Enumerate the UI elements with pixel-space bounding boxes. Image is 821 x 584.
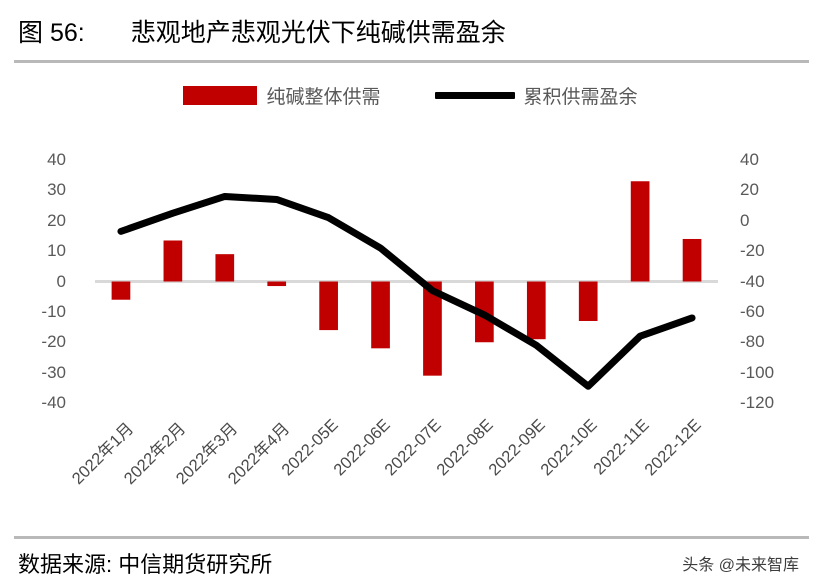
left-axis-tick--30: -30	[41, 362, 66, 382]
left-axis-tick-30: 30	[47, 180, 66, 200]
left-axis-tick--40: -40	[41, 393, 66, 412]
left-axis-tick-0: 0	[56, 271, 66, 291]
page-title: 悲观地产悲观光伏下纯碱供需盈余	[130, 19, 506, 47]
plot-area: 40 30 20 10 0 -10 -20 -30 -40 40 20 0 -20 -40 -60 -80 -…	[0, 130, 821, 430]
right-axis-tick-0: 0	[740, 210, 750, 230]
legend-bar-swatch-icon	[183, 86, 258, 105]
left-axis-tick--10: -10	[41, 301, 66, 321]
right-axis-tick-40: 40	[740, 150, 759, 169]
bar-7	[423, 281, 442, 376]
legend-item-line: 累积供需盈余	[434, 82, 638, 109]
footer-divider	[14, 536, 809, 539]
bar-10	[578, 281, 598, 321]
right-axis-tick--60: -60	[740, 301, 765, 321]
bar-12	[682, 238, 702, 282]
bar-11	[630, 181, 650, 282]
right-axis-tick--80: -80	[740, 332, 765, 352]
cumulative-surplus-line	[117, 192, 696, 390]
left-axis-tick--20: -20	[41, 332, 66, 352]
data-source: 数据来源: 中信期货研究所	[18, 552, 273, 577]
chart-canvas	[95, 181, 718, 390]
legend-line-swatch-icon	[434, 92, 515, 99]
right-axis-tick--40: -40	[740, 271, 765, 291]
right-axis-tick--100: -100	[740, 362, 775, 382]
right-axis-tick-20: 20	[740, 180, 759, 200]
figure-header: 图 56: 悲观地产悲观光伏下纯碱供需盈余	[0, 0, 821, 62]
bar-4	[267, 281, 287, 287]
bar-1	[111, 281, 131, 300]
figure-number: 图 56:	[18, 19, 85, 47]
left-axis-tick-40: 40	[47, 150, 66, 169]
legend-label-bars: 纯碱整体供需	[266, 87, 381, 108]
figure-footer: 数据来源: 中信期货研究所 头条 @未来智库	[0, 542, 821, 584]
bar-2	[163, 240, 183, 282]
legend-item-bars: 纯碱整体供需	[183, 82, 381, 109]
bar-9	[526, 281, 546, 340]
bar-6	[371, 281, 390, 349]
left-axis-tick-10: 10	[47, 241, 66, 261]
watermark: 头条 @未来智库	[682, 557, 799, 574]
bar-5	[319, 281, 338, 331]
legend-label-line: 累积供需盈余	[523, 87, 638, 108]
x-axis-ticks: 2022年1月 2022年2月 2022年3月 2022年4月 2022-05E 2022…	[0, 412, 821, 522]
header-divider	[14, 60, 809, 63]
bar-3	[215, 254, 235, 282]
left-axis-tick-20: 20	[47, 210, 66, 230]
right-axis-tick--20: -20	[740, 241, 765, 261]
right-axis-tick--120: -120	[740, 393, 775, 412]
chart-legend: 纯碱整体供需 累积供需盈余	[0, 82, 821, 109]
zero-gridline	[95, 280, 718, 283]
